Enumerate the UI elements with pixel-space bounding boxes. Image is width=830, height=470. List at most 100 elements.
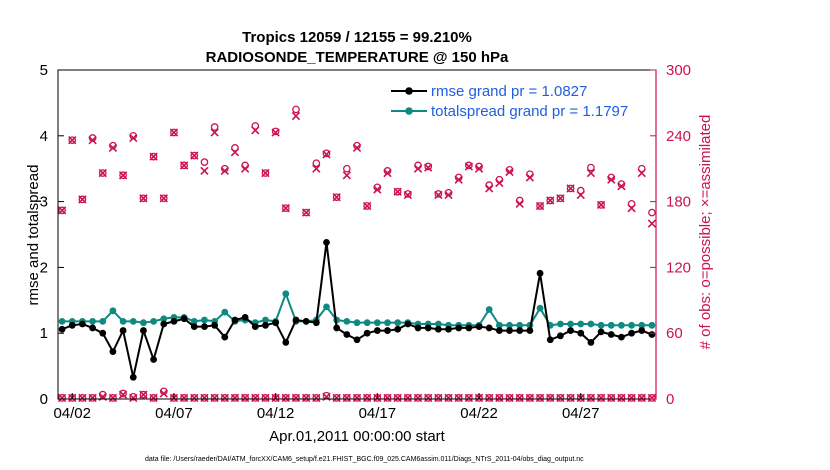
obs-possible-point bbox=[231, 144, 239, 152]
obs-possible-bottom-point bbox=[88, 394, 97, 402]
right-tick-label: 180 bbox=[666, 194, 691, 211]
left-tick-label: 0 bbox=[40, 391, 48, 408]
obs-possible-bottom-point bbox=[627, 394, 636, 402]
rmse-point bbox=[546, 336, 554, 344]
right-tick-label: 300 bbox=[666, 62, 691, 79]
obs-assimilated-bottom-point bbox=[251, 393, 260, 403]
obs-possible-bottom-point bbox=[404, 394, 412, 402]
obs-possible-point bbox=[363, 202, 372, 210]
rmse-point bbox=[577, 329, 585, 337]
obs-possible-point bbox=[190, 151, 199, 160]
obs-assimilated-bottom-point bbox=[291, 393, 301, 403]
obs-assimilated-point bbox=[139, 194, 148, 203]
rmse-point bbox=[323, 238, 330, 246]
obs-assimilated-point bbox=[210, 128, 219, 137]
rmse-point bbox=[414, 324, 422, 332]
obs-assimilated-point bbox=[98, 168, 107, 178]
obs-possible-bottom-point bbox=[444, 394, 453, 402]
rmse-line bbox=[61, 242, 653, 378]
obs-assimilated-bottom-point bbox=[261, 393, 270, 403]
obs-assimilated-bottom-point bbox=[505, 393, 514, 403]
rmse-point bbox=[180, 315, 188, 323]
left-tick-label: 2 bbox=[40, 259, 48, 276]
totalspread-point bbox=[628, 321, 635, 329]
obs-assimilated-bottom-point bbox=[332, 393, 341, 403]
obs-assimilated-point bbox=[495, 178, 504, 188]
right-tick-label: 0 bbox=[666, 391, 674, 408]
obs-assimilated-point bbox=[444, 190, 453, 200]
obs-possible-bottom-point bbox=[302, 394, 310, 402]
rmse-point bbox=[150, 356, 157, 363]
obs-assimilated-point bbox=[159, 194, 168, 203]
obs-assimilated-bottom-point bbox=[159, 389, 168, 398]
obs-assimilated-bottom-point bbox=[546, 393, 555, 403]
obs-assimilated-point bbox=[556, 194, 565, 203]
totalspread-point bbox=[282, 290, 290, 298]
totalspread-point bbox=[99, 317, 107, 325]
chart-title: Tropics 12059 / 12155 = 99.210% bbox=[242, 29, 472, 46]
obs-possible-bottom-point bbox=[556, 394, 565, 402]
obs-assimilated-point bbox=[383, 168, 392, 178]
rmse-point bbox=[201, 323, 208, 331]
obs-possible-bottom-point bbox=[180, 394, 188, 402]
rmse-point bbox=[251, 323, 259, 331]
obs-assimilated-bottom-point bbox=[637, 393, 646, 403]
totalspread-point bbox=[160, 315, 168, 323]
totalspread-point bbox=[109, 307, 117, 315]
rmse-point bbox=[129, 373, 137, 381]
x-tick-label: 04/22 bbox=[460, 405, 498, 422]
totalspread-point bbox=[384, 319, 391, 327]
legend: rmse grand pr = 1.0827 totalspread grand… bbox=[385, 80, 653, 124]
rmse-point bbox=[475, 323, 483, 331]
obs-possible-bottom-point bbox=[434, 394, 443, 402]
totalspread-point bbox=[394, 319, 402, 327]
obs-assimilated-bottom-point bbox=[413, 393, 423, 403]
rmse-point bbox=[333, 324, 341, 332]
totalspread-point bbox=[323, 303, 330, 311]
obs-possible-point bbox=[434, 190, 443, 198]
obs-assimilated-bottom-point bbox=[454, 393, 463, 403]
obs-possible-point bbox=[587, 163, 595, 172]
obs-possible-point bbox=[627, 199, 636, 208]
data-file-footer: data file: /Users/raeder/DAI/ATM_forcXX/… bbox=[145, 456, 584, 463]
right-axis-label: # of obs: o=possible; ×=assimilated bbox=[697, 115, 714, 350]
obs-assimilated-point bbox=[108, 143, 118, 153]
right-tick-label: 60 bbox=[666, 325, 683, 342]
obs-assimilated-point bbox=[393, 187, 402, 196]
obs-possible-bottom-point bbox=[261, 394, 270, 402]
totalspread-point bbox=[557, 320, 564, 328]
obs-assimilated-point bbox=[607, 175, 616, 184]
obs-possible-bottom-point bbox=[78, 394, 87, 402]
right-tick-label: 240 bbox=[666, 128, 691, 145]
obs-assimilated-point bbox=[546, 196, 555, 205]
totalspread-point bbox=[221, 308, 229, 316]
obs-assimilated-point bbox=[434, 190, 443, 200]
rmse-point bbox=[445, 325, 452, 333]
rmse-point bbox=[89, 324, 96, 332]
obs-assimilated-point bbox=[118, 171, 128, 180]
obs-possible-point bbox=[312, 159, 321, 168]
totalspread-point bbox=[485, 306, 493, 313]
obs-assimilated-point bbox=[200, 166, 209, 176]
x-axis: 04/02 04/07 04/12 04/17 04/22 04/27 bbox=[53, 393, 600, 422]
obs-assimilated-bottom-point bbox=[230, 393, 240, 403]
totalspread-point bbox=[129, 317, 137, 325]
obs-possible-bottom-point bbox=[231, 394, 239, 402]
obs-possible-bottom-point bbox=[424, 394, 433, 402]
totalspread-point bbox=[363, 319, 371, 327]
obs-assimilated-bottom-point bbox=[149, 393, 158, 403]
obs-possible-bottom-point bbox=[210, 394, 219, 402]
obs-possible-point bbox=[292, 105, 300, 114]
obs-assimilated-bottom-point bbox=[210, 393, 219, 403]
right-axis: 0 60 120 180 240 300 bbox=[650, 62, 691, 408]
obs-possible-point bbox=[210, 123, 219, 131]
x-axis-label: Apr.01,2011 00:00:00 start bbox=[269, 428, 446, 445]
obs-assimilated-point bbox=[596, 200, 606, 210]
totalspread-point bbox=[89, 317, 96, 325]
obs-assimilated-bottom-point bbox=[352, 393, 362, 403]
obs-assimilated-point bbox=[332, 193, 341, 202]
obs-assimilated-point bbox=[363, 201, 372, 211]
obs-possible-point bbox=[78, 195, 87, 204]
obs-possible-bottom-point bbox=[505, 394, 514, 402]
